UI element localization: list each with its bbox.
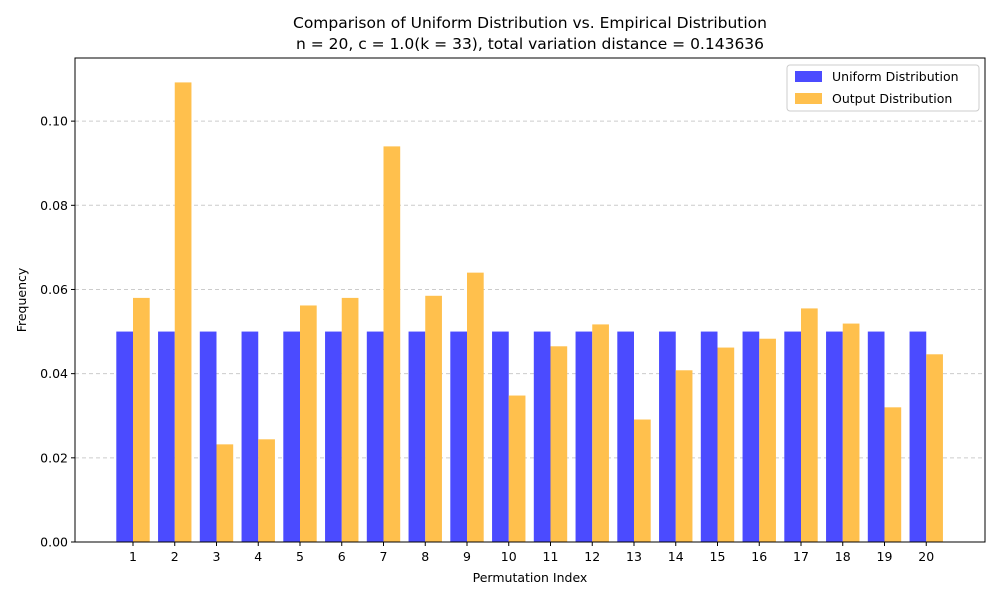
y-tick-label: 0.08 xyxy=(40,198,68,213)
bar-uniform-5 xyxy=(283,331,300,542)
x-tick-label: 1 xyxy=(129,549,137,564)
x-tick-label: 17 xyxy=(793,549,809,564)
x-tick-label: 10 xyxy=(501,549,517,564)
bar-uniform-15 xyxy=(700,331,718,542)
bar-uniform-7 xyxy=(366,331,384,542)
x-tick-label: 13 xyxy=(626,549,642,564)
bar-output-6 xyxy=(341,297,359,542)
legend-label-output: Output Distribution xyxy=(832,91,952,106)
legend: Uniform Distribution Output Distribution xyxy=(786,64,980,112)
bar-output-1 xyxy=(133,297,150,542)
bars xyxy=(116,82,943,542)
bar-uniform-12 xyxy=(575,331,593,542)
bar-output-15 xyxy=(717,347,735,542)
x-tick-label: 9 xyxy=(463,549,471,564)
x-tick-label: 2 xyxy=(171,549,179,564)
x-tick-label: 14 xyxy=(668,549,684,564)
legend-swatch-uniform xyxy=(795,71,822,82)
x-tick-label: 5 xyxy=(296,549,304,564)
bar-output-16 xyxy=(759,338,776,542)
bar-uniform-19 xyxy=(867,331,885,542)
x-tick-label: 4 xyxy=(254,549,262,564)
chart-subtitle: n = 20, c = 1.0(k = 33), total variation… xyxy=(296,35,764,53)
bar-uniform-13 xyxy=(617,331,634,542)
bar-output-12 xyxy=(592,324,609,542)
bar-output-11 xyxy=(550,346,568,542)
bar-output-4 xyxy=(258,439,275,542)
y-axis-label: Frequency xyxy=(14,267,29,332)
x-tick-label: 8 xyxy=(421,549,429,564)
bar-output-8 xyxy=(425,295,442,542)
x-tick-label: 6 xyxy=(338,549,346,564)
bar-output-19 xyxy=(884,407,902,542)
legend-swatch-output xyxy=(795,93,822,104)
bar-uniform-10 xyxy=(492,331,509,542)
bar-uniform-17 xyxy=(784,331,801,542)
x-axis-label: Permutation Index xyxy=(473,570,588,585)
x-tick-label: 11 xyxy=(543,549,559,564)
y-tick-label: 0.02 xyxy=(40,450,68,465)
plot-frame xyxy=(74,57,986,543)
bar-uniform-3 xyxy=(199,331,217,542)
bar-uniform-18 xyxy=(826,331,843,542)
bar-output-13 xyxy=(634,419,651,542)
x-axis: 1 2 3 4 5 6 7 8 9 10 11 12 13 14 15 16 17 18 19 20 xyxy=(129,542,934,564)
x-tick-label: 7 xyxy=(380,549,388,564)
bar-uniform-6 xyxy=(325,331,342,542)
bar-uniform-8 xyxy=(408,331,426,542)
bar-output-14 xyxy=(675,370,693,542)
bar-output-7 xyxy=(383,146,401,542)
legend-label-uniform: Uniform Distribution xyxy=(832,69,959,84)
bar-uniform-2 xyxy=(158,331,175,542)
bar-output-17 xyxy=(801,308,818,542)
y-axis: 0.00 0.02 0.04 0.06 0.08 0.10 xyxy=(40,114,75,550)
y-tick-label: 0.04 xyxy=(40,366,68,381)
x-tick-label: 19 xyxy=(877,549,893,564)
bar-uniform-20 xyxy=(909,331,927,542)
bar-output-5 xyxy=(300,305,317,542)
legend-box xyxy=(786,64,980,112)
bar-uniform-11 xyxy=(533,331,551,542)
x-tick-label: 18 xyxy=(835,549,851,564)
bar-output-9 xyxy=(467,272,484,542)
x-tick-label: 16 xyxy=(751,549,767,564)
x-tick-label: 12 xyxy=(584,549,600,564)
x-tick-label: 20 xyxy=(918,549,934,564)
bar-output-20 xyxy=(926,354,943,542)
bar-output-10 xyxy=(508,395,526,542)
bar-uniform-4 xyxy=(241,331,259,542)
y-tick-label: 0.00 xyxy=(40,535,68,550)
bar-uniform-16 xyxy=(742,331,760,542)
bar-output-18 xyxy=(842,323,860,542)
bar-output-3 xyxy=(216,444,234,542)
x-tick-label: 15 xyxy=(710,549,726,564)
bar-uniform-14 xyxy=(659,331,676,542)
y-tick-label: 0.06 xyxy=(40,282,68,297)
bar-output-2 xyxy=(174,82,192,542)
bar-uniform-1 xyxy=(116,331,133,542)
chart-title: Comparison of Uniform Distribution vs. E… xyxy=(293,14,767,32)
y-tick-label: 0.10 xyxy=(40,114,68,129)
bar-uniform-9 xyxy=(450,331,467,542)
x-tick-label: 3 xyxy=(213,549,221,564)
